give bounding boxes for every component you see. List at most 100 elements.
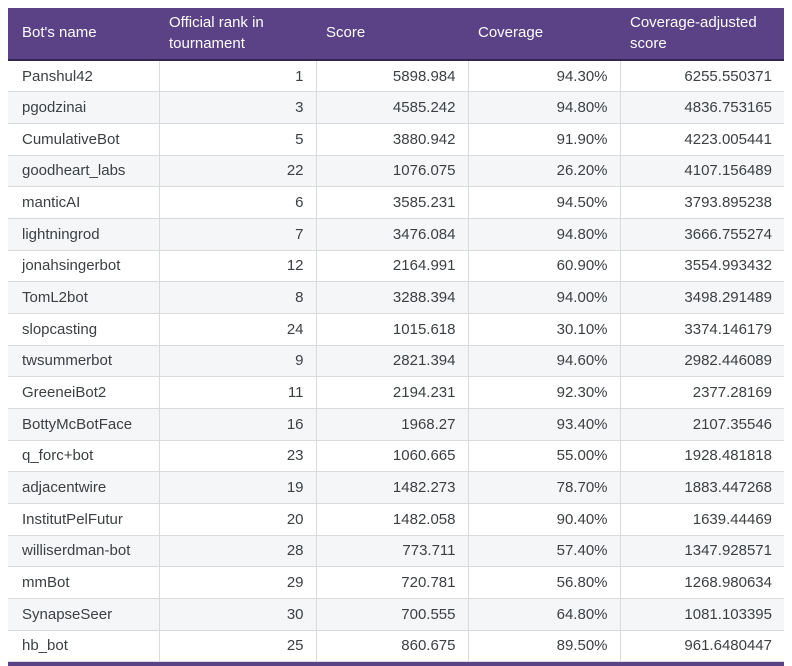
column-header-bot-name: Bot's name [8, 8, 159, 61]
table-row: twsummerbot 9 2821.394 94.60% 2982.446089 [8, 345, 784, 378]
coverage-cell: 92.30% [468, 376, 621, 409]
score-cell: 860.675 [316, 630, 469, 663]
column-header-coverage-adjusted-score: Coverage-adjusted score [620, 8, 784, 61]
header-row: Bot's name Official rank in tournament S… [8, 8, 784, 61]
next-header-cutoff-bar [8, 662, 784, 666]
coverage-cell: 55.00% [468, 440, 621, 473]
column-header-official-rank: Official rank in tournament [159, 8, 316, 61]
coverage-cell: 90.40% [468, 503, 621, 536]
rank-cell: 11 [159, 376, 317, 409]
adjusted-score-cell: 4223.005441 [620, 123, 784, 156]
table-row: slopcasting 24 1015.618 30.10% 3374.146179 [8, 313, 784, 346]
coverage-cell: 91.90% [468, 123, 621, 156]
table-row: Panshul42 1 5898.984 94.30% 6255.550371 [8, 60, 784, 93]
adjusted-score-cell: 3498.291489 [620, 281, 784, 314]
rank-cell: 23 [159, 440, 317, 473]
score-cell: 3880.942 [316, 123, 469, 156]
coverage-cell: 94.30% [468, 60, 621, 93]
rank-cell: 12 [159, 250, 317, 283]
score-cell: 720.781 [316, 566, 469, 599]
bot-name-cell: BottyMcBotFace [8, 408, 160, 441]
coverage-cell: 56.80% [468, 566, 621, 599]
rank-cell: 16 [159, 408, 317, 441]
coverage-cell: 89.50% [468, 630, 621, 663]
bot-leaderboard-table: Bot's name Official rank in tournament S… [8, 8, 784, 663]
table-body: Panshul42 1 5898.984 94.30% 6255.550371 pgodz… [8, 60, 784, 663]
adjusted-score-cell: 3374.146179 [620, 313, 784, 346]
bot-name-cell: adjacentwire [8, 471, 160, 504]
bot-name-cell: williserdman-bot [8, 535, 160, 568]
bot-name-cell: Panshul42 [8, 60, 160, 93]
adjusted-score-cell: 2377.28169 [620, 376, 784, 409]
rank-cell: 30 [159, 598, 317, 631]
adjusted-score-cell: 961.6480447 [620, 630, 784, 663]
table-row: SynapseSeer 30 700.555 64.80% 1081.103395 [8, 598, 784, 631]
rank-cell: 5 [159, 123, 317, 156]
table-row: lightningrod 7 3476.084 94.80% 3666.755274 [8, 218, 784, 251]
table-row: InstitutPelFutur 20 1482.058 90.40% 1639.444… [8, 503, 784, 536]
rank-cell: 7 [159, 218, 317, 251]
coverage-cell: 64.80% [468, 598, 621, 631]
table-row: williserdman-bot 28 773.711 57.40% 1347.9285… [8, 535, 784, 568]
table-row: pgodzinai 3 4585.242 94.80% 4836.753165 [8, 91, 784, 124]
coverage-cell: 26.20% [468, 155, 621, 188]
rank-cell: 20 [159, 503, 317, 536]
table-row: manticAI 6 3585.231 94.50% 3793.895238 [8, 186, 784, 219]
score-cell: 3585.231 [316, 186, 469, 219]
rank-cell: 28 [159, 535, 317, 568]
coverage-cell: 94.60% [468, 345, 621, 378]
score-cell: 2821.394 [316, 345, 469, 378]
table-row: jonahsingerbot 12 2164.991 60.90% 3554.99343… [8, 250, 784, 283]
adjusted-score-cell: 2982.446089 [620, 345, 784, 378]
coverage-cell: 94.80% [468, 91, 621, 124]
bot-name-cell: slopcasting [8, 313, 160, 346]
table-row: adjacentwire 19 1482.273 78.70% 1883.447268 [8, 471, 784, 504]
score-cell: 1482.273 [316, 471, 469, 504]
rank-cell: 25 [159, 630, 317, 663]
rank-cell: 3 [159, 91, 317, 124]
score-cell: 3476.084 [316, 218, 469, 251]
adjusted-score-cell: 3554.993432 [620, 250, 784, 283]
bot-name-cell: manticAI [8, 186, 160, 219]
score-cell: 3288.394 [316, 281, 469, 314]
score-cell: 5898.984 [316, 60, 469, 93]
adjusted-score-cell: 4836.753165 [620, 91, 784, 124]
coverage-cell: 30.10% [468, 313, 621, 346]
table-row: goodheart_labs 22 1076.075 26.20% 4107.15648… [8, 155, 784, 188]
adjusted-score-cell: 4107.156489 [620, 155, 784, 188]
adjusted-score-cell: 2107.35546 [620, 408, 784, 441]
adjusted-score-cell: 1928.481818 [620, 440, 784, 473]
coverage-cell: 78.70% [468, 471, 621, 504]
rank-cell: 24 [159, 313, 317, 346]
adjusted-score-cell: 1268.980634 [620, 566, 784, 599]
bot-name-cell: InstitutPelFutur [8, 503, 160, 536]
adjusted-score-cell: 3666.755274 [620, 218, 784, 251]
coverage-cell: 93.40% [468, 408, 621, 441]
score-cell: 1060.665 [316, 440, 469, 473]
score-cell: 2164.991 [316, 250, 469, 283]
score-cell: 4585.242 [316, 91, 469, 124]
rank-cell: 9 [159, 345, 317, 378]
coverage-cell: 94.00% [468, 281, 621, 314]
table-row: BottyMcBotFace 16 1968.27 93.40% 2107.35546 [8, 408, 784, 441]
bot-name-cell: GreeneiBot2 [8, 376, 160, 409]
coverage-cell: 57.40% [468, 535, 621, 568]
bot-name-cell: goodheart_labs [8, 155, 160, 188]
coverage-cell: 94.80% [468, 218, 621, 251]
rank-cell: 29 [159, 566, 317, 599]
coverage-cell: 60.90% [468, 250, 621, 283]
table-row: GreeneiBot2 11 2194.231 92.30% 2377.28169 [8, 376, 784, 409]
bot-name-cell: q_forc+bot [8, 440, 160, 473]
rank-cell: 6 [159, 186, 317, 219]
bot-name-cell: TomL2bot [8, 281, 160, 314]
rank-cell: 22 [159, 155, 317, 188]
adjusted-score-cell: 1883.447268 [620, 471, 784, 504]
score-cell: 1076.075 [316, 155, 469, 188]
bot-name-cell: CumulativeBot [8, 123, 160, 156]
bot-name-cell: twsummerbot [8, 345, 160, 378]
table-row: q_forc+bot 23 1060.665 55.00% 1928.481818 [8, 440, 784, 473]
table-header: Bot's name Official rank in tournament S… [8, 8, 784, 61]
bot-name-cell: hb_bot [8, 630, 160, 663]
table-row: hb_bot 25 860.675 89.50% 961.6480447 [8, 630, 784, 663]
